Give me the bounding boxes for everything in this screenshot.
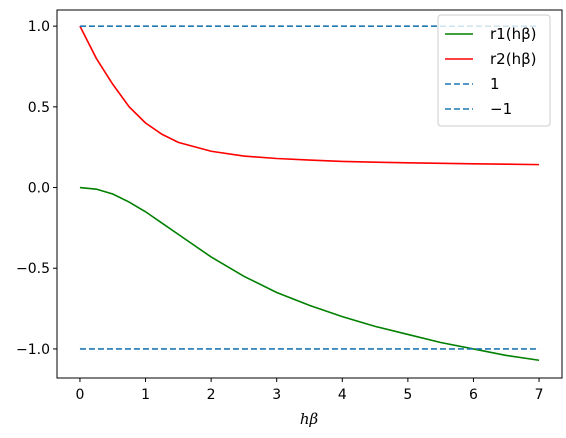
series-layer (79, 25, 540, 362)
legend-label: r2(hβ) (490, 50, 537, 68)
x-tick-label: 3 (272, 387, 281, 403)
y-axis: −1.0 −0.5 0.0 0.5 1.0 (16, 19, 57, 358)
legend: r1(hβ) r2(hβ) 1 −1 (437, 14, 551, 127)
x-tick-label: 6 (469, 387, 478, 403)
x-tick-label: 7 (535, 387, 544, 403)
legend-label: 1 (490, 75, 500, 93)
x-axis: 0 1 2 3 4 5 6 7 (75, 378, 544, 403)
legend-label: −1 (490, 100, 512, 118)
y-tick-label: −0.5 (16, 261, 50, 277)
series-line-1 (79, 186, 540, 362)
y-tick-label: 1.0 (28, 19, 50, 35)
y-tick-label: 0.5 (28, 100, 50, 116)
series-line-2 (79, 25, 540, 166)
x-axis-label: hβ (300, 410, 319, 428)
x-tick-label: 5 (403, 387, 412, 403)
x-tick-label: 4 (338, 387, 347, 403)
x-tick-label: 2 (207, 387, 216, 403)
y-tick-label: −1.0 (16, 342, 50, 358)
x-tick-label: 1 (141, 387, 150, 403)
plot-frame (56, 9, 563, 379)
legend-label: r1(hβ) (490, 25, 537, 43)
y-tick-label: 0.0 (28, 181, 50, 197)
legend-box (437, 14, 551, 127)
x-tick-label: 0 (75, 387, 84, 403)
